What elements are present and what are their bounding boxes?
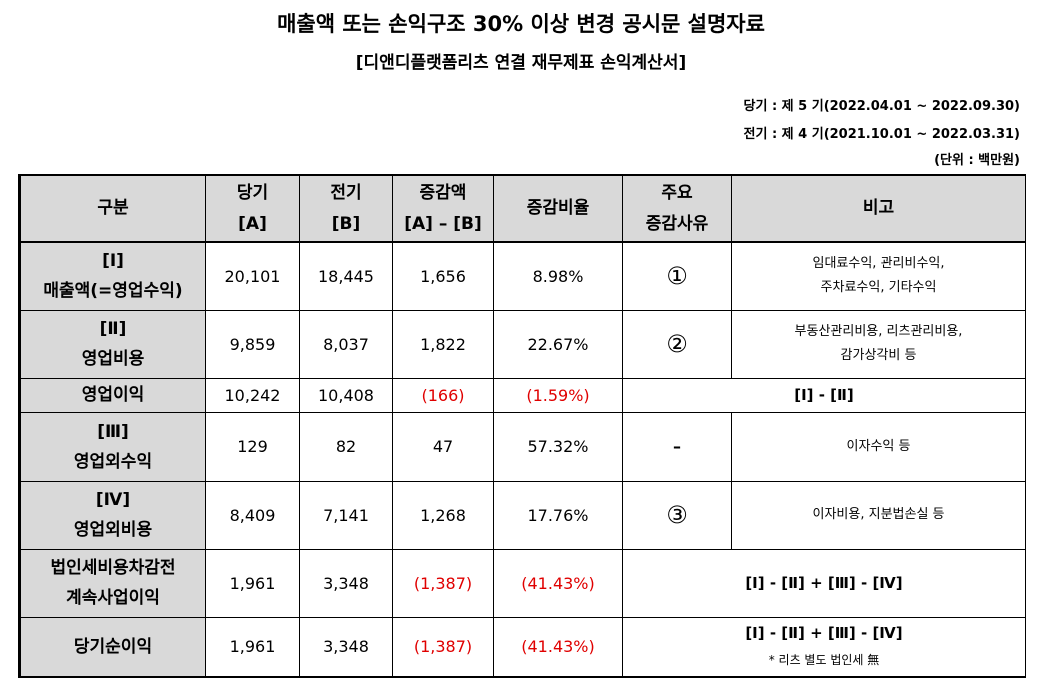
tax-note: * 리츠 별도 법인세 無 <box>768 653 880 668</box>
cell-rate: 57.32% <box>493 411 623 482</box>
header-category: 구분 <box>18 174 206 243</box>
cell-change: 1,656 <box>392 241 494 311</box>
cell-rate: (41.43%) <box>493 616 623 678</box>
cell-remark: 이자수익 등 <box>731 411 1026 482</box>
cell-rate: (1.59%) <box>493 377 623 413</box>
unit-label: (단위 : 백만원) <box>934 153 1020 168</box>
cell-rate: 17.76% <box>493 480 623 550</box>
cell-change: 47 <box>392 411 494 482</box>
cell-prior: 10,408 <box>299 377 393 413</box>
document-title: 매출액 또는 손익구조 30% 이상 변경 공시문 설명자료 <box>277 12 765 36</box>
cell-reason: – <box>622 411 732 482</box>
cell-change: (1,387) <box>392 548 494 618</box>
header-remarks: 비고 <box>731 174 1026 243</box>
table-row-operating-expense: [Ⅱ] 영업비용 9,859 8,037 1,822 22.67% ② 부동산관리… <box>18 309 1026 379</box>
cell-formula: [Ⅰ] - [Ⅱ] <box>622 377 1026 413</box>
table-row-non-operating-expense: [Ⅳ] 영업외비용 8,409 7,141 1,268 17.76% ③ 이자비용… <box>18 480 1026 550</box>
row-label: 당기순이익 <box>18 616 206 678</box>
cell-change: 1,268 <box>392 480 494 550</box>
cell-current: 1,961 <box>205 548 300 618</box>
cell-change: (166) <box>392 377 494 413</box>
cell-prior: 8,037 <box>299 309 393 379</box>
header-prior: 전기 [B] <box>299 174 393 243</box>
cell-prior: 7,141 <box>299 480 393 550</box>
cell-current: 20,101 <box>205 241 300 311</box>
cell-rate: 8.98% <box>493 241 623 311</box>
table-row-pretax-income: 법인세비용차감전 계속사업이익 1,961 3,348 (1,387) (41.4… <box>18 548 1026 618</box>
cell-reason: ③ <box>622 480 732 550</box>
header-current: 당기 [A] <box>205 174 300 243</box>
cell-remark: 임대료수익, 관리비수익, 주차료수익, 기타수익 <box>731 241 1026 311</box>
table-row-operating-income: 영업이익 10,242 10,408 (166) (1.59%) [Ⅰ] - [… <box>18 377 1026 413</box>
cell-formula: [Ⅰ] - [Ⅱ] + [Ⅲ] - [Ⅳ] * 리츠 별도 법인세 無 <box>622 616 1026 678</box>
row-label: [Ⅱ] 영업비용 <box>18 309 206 379</box>
header-rate: 증감비율 <box>493 174 623 243</box>
table-row-non-operating-income: [Ⅲ] 영업외수익 129 82 47 57.32% – 이자수익 등 <box>18 411 1026 482</box>
row-label: 법인세비용차감전 계속사업이익 <box>18 548 206 618</box>
header-row: 구분 당기 [A] 전기 [B] 증감액 [A] – [B] 증감비율 주요 증감사유 … <box>18 174 1026 243</box>
period-current: 당기 : 제 5 기(2022.04.01 ~ 2022.09.30) <box>743 99 1021 114</box>
row-label: 영업이익 <box>18 377 206 413</box>
table-row-revenue: [Ⅰ] 매출액(=영업수익) 20,101 18,445 1,656 8.98% … <box>18 241 1026 311</box>
income-statement-table: 구분 당기 [A] 전기 [B] 증감액 [A] – [B] 증감비율 주요 증감사유 … <box>18 174 1026 678</box>
cell-current: 129 <box>205 411 300 482</box>
cell-formula: [Ⅰ] - [Ⅱ] + [Ⅲ] - [Ⅳ] <box>622 548 1026 618</box>
cell-reason: ① <box>622 241 732 311</box>
document-subtitle: [디앤디플랫폼리츠 연결 재무제표 손익계산서] <box>355 53 687 73</box>
header-reason: 주요 증감사유 <box>622 174 732 243</box>
row-label: [Ⅲ] 영업외수익 <box>18 411 206 482</box>
cell-rate: 22.67% <box>493 309 623 379</box>
row-label: [Ⅳ] 영업외비용 <box>18 480 206 550</box>
cell-prior: 82 <box>299 411 393 482</box>
cell-change: (1,387) <box>392 616 494 678</box>
period-prior: 전기 : 제 4 기(2021.10.01 ~ 2022.03.31) <box>743 127 1021 142</box>
cell-current: 8,409 <box>205 480 300 550</box>
cell-current: 1,961 <box>205 616 300 678</box>
cell-prior: 3,348 <box>299 548 393 618</box>
row-label: [Ⅰ] 매출액(=영업수익) <box>18 241 206 311</box>
cell-prior: 3,348 <box>299 616 393 678</box>
cell-reason: ② <box>622 309 732 379</box>
cell-remark: 이자비용, 지분법손실 등 <box>731 480 1026 550</box>
cell-prior: 18,445 <box>299 241 393 311</box>
cell-current: 10,242 <box>205 377 300 413</box>
table-row-net-income: 당기순이익 1,961 3,348 (1,387) (41.43%) [Ⅰ] -… <box>18 616 1026 678</box>
cell-change: 1,822 <box>392 309 494 379</box>
cell-rate: (41.43%) <box>493 548 623 618</box>
header-change: 증감액 [A] – [B] <box>392 174 494 243</box>
cell-remark: 부동산관리비용, 리츠관리비용, 감가상각비 등 <box>731 309 1026 379</box>
cell-current: 9,859 <box>205 309 300 379</box>
